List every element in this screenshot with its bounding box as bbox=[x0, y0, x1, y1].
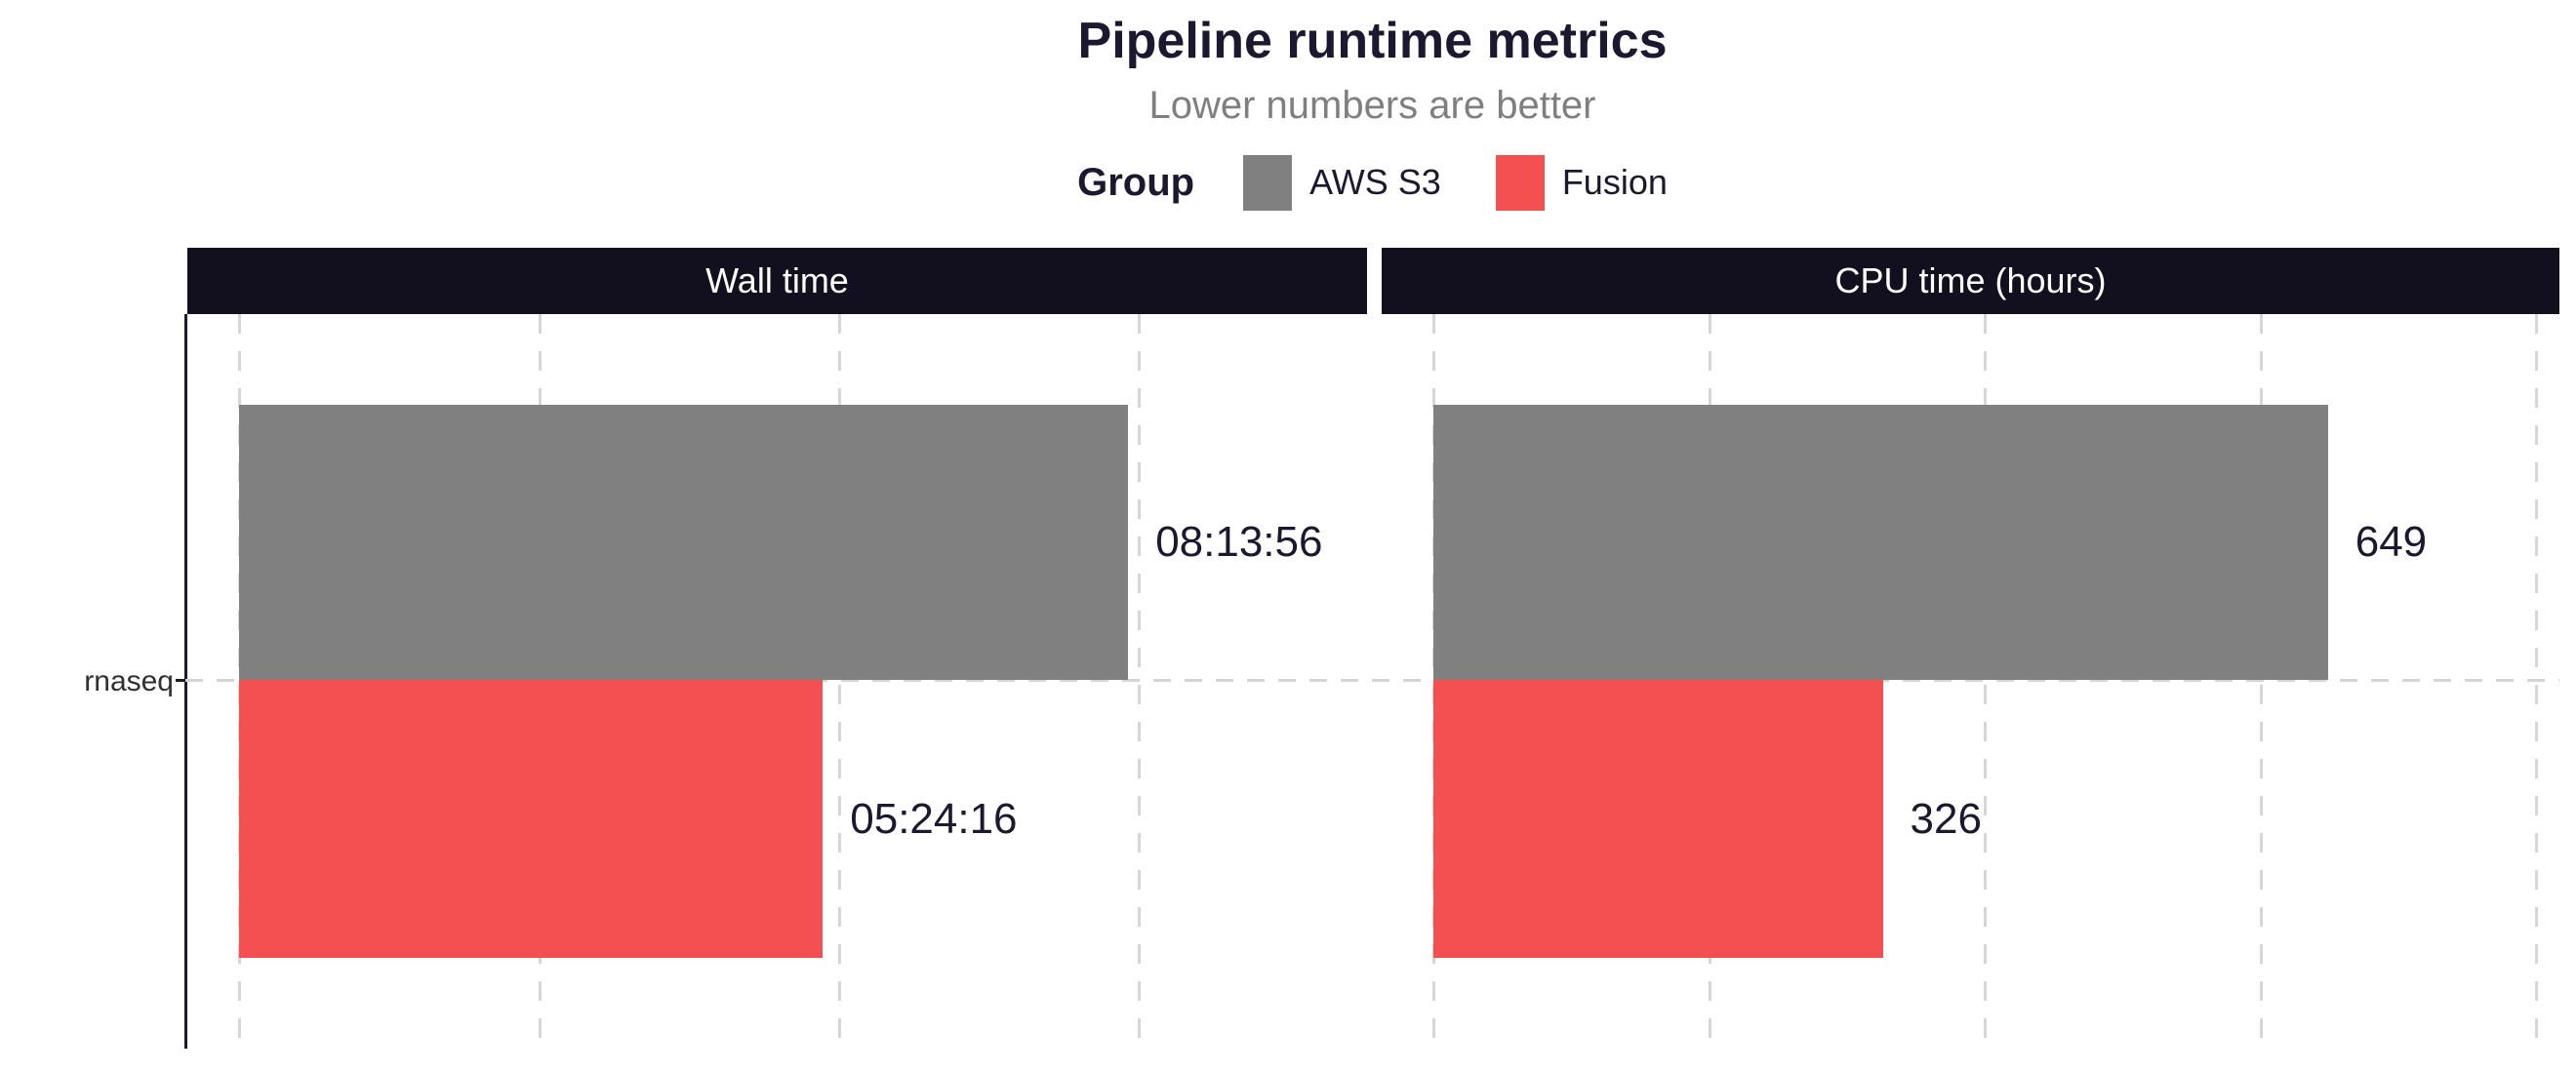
vertical-gridline bbox=[1984, 314, 1988, 1049]
bar-value-label: 05:24:16 bbox=[850, 794, 1018, 843]
bar-fusion bbox=[239, 679, 824, 959]
bar-fusion bbox=[1433, 679, 1883, 959]
vertical-gridline bbox=[1138, 314, 1142, 1049]
bar-value-label: 649 bbox=[2355, 517, 2428, 566]
bar-aws-s3 bbox=[239, 404, 1129, 680]
panel-strip-title: Wall time bbox=[187, 248, 1367, 314]
panel: Wall time 08:13:56 05:24:16 bbox=[187, 248, 1367, 1049]
panel: CPU time (hours) 649 326 bbox=[1382, 248, 2559, 1049]
bar-value-label: 326 bbox=[1910, 794, 1982, 843]
legend-swatch-fusion bbox=[1495, 154, 1545, 211]
bar-value-label: 08:13:56 bbox=[1155, 517, 1323, 566]
vertical-gridline bbox=[2534, 314, 2538, 1049]
legend-swatch-aws-s3 bbox=[1243, 154, 1293, 211]
legend-title: Group bbox=[1077, 160, 1195, 204]
vertical-gridline bbox=[837, 314, 841, 1049]
panel-plot: 08:13:56 05:24:16 bbox=[187, 314, 1367, 1049]
chart-header: Pipeline runtime metrics Lower numbers a… bbox=[185, 0, 2559, 234]
legend-item-fusion: Fusion bbox=[1495, 154, 1668, 211]
panel-strip-title: CPU time (hours) bbox=[1382, 248, 2559, 314]
bar-aws-s3 bbox=[1433, 404, 2328, 680]
legend-item-aws-s3: AWS S3 bbox=[1243, 154, 1441, 211]
legend: Group AWS S3 Fusion bbox=[185, 152, 2559, 213]
legend-label: Fusion bbox=[1561, 162, 1668, 202]
category-gridline bbox=[185, 679, 2559, 682]
vertical-gridline bbox=[2259, 314, 2263, 1049]
y-axis-category-label: rnaseq bbox=[84, 665, 174, 697]
y-axis-tick bbox=[176, 679, 187, 682]
panel-plot: 649 326 bbox=[1382, 314, 2559, 1049]
chart-subtitle: Lower numbers are better bbox=[1148, 84, 1596, 127]
chart-title: Pipeline runtime metrics bbox=[1077, 13, 1668, 69]
legend-label: AWS S3 bbox=[1309, 162, 1441, 202]
